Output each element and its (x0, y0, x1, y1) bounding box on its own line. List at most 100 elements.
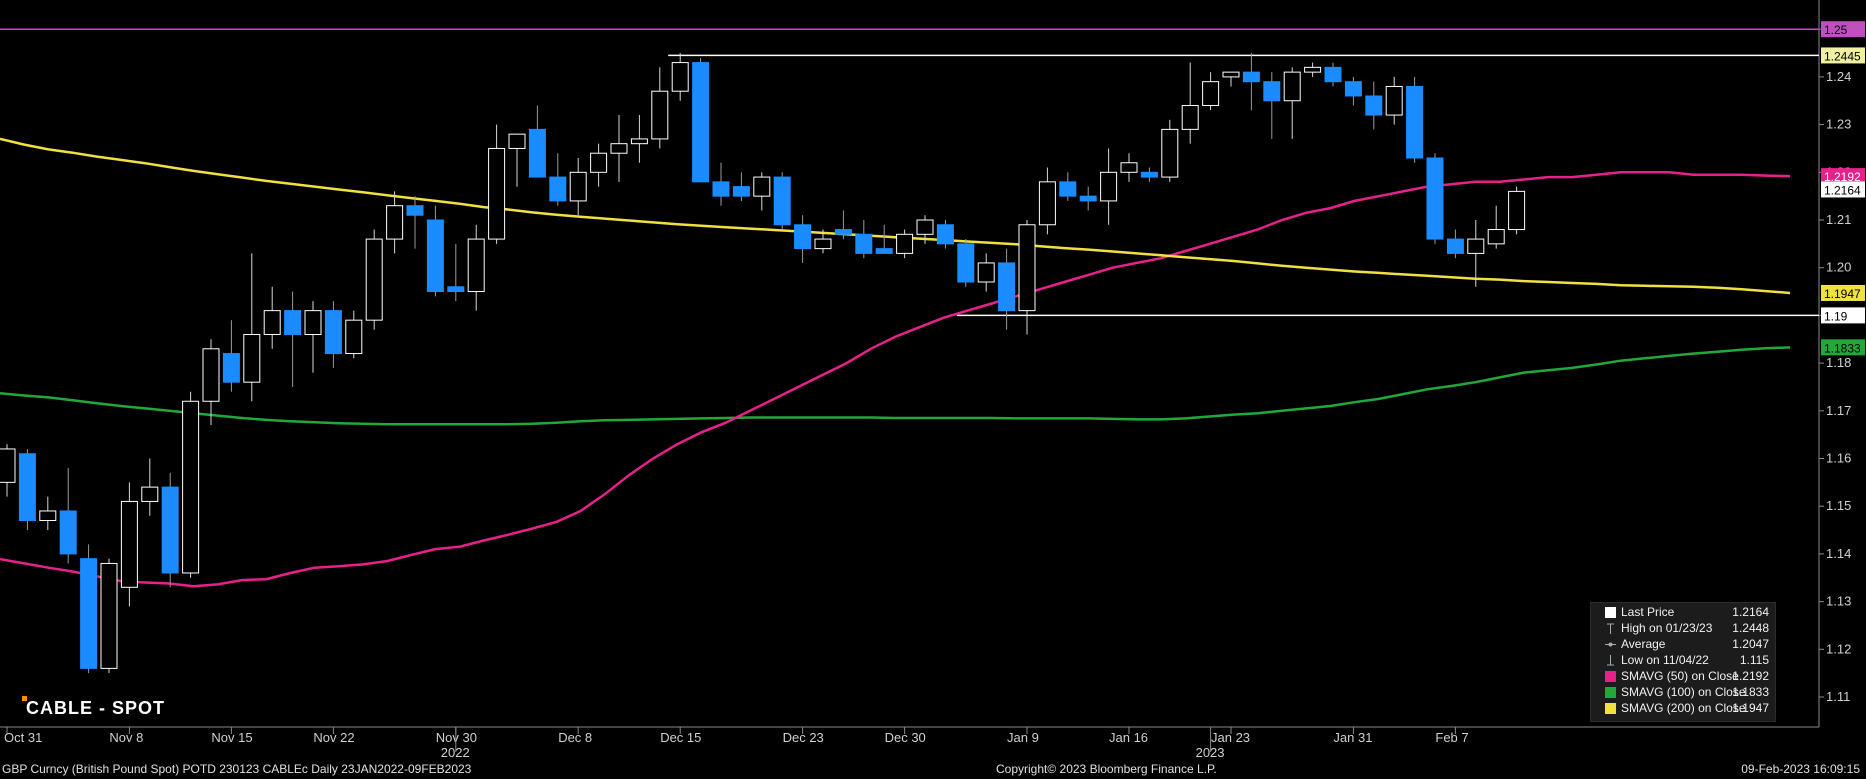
footer-copyright: Copyright© 2023 Bloomberg Finance L.P. (996, 762, 1217, 776)
candle (732, 172, 750, 201)
candle (590, 143, 608, 187)
y-tick-label: 1.11 (1826, 689, 1850, 704)
candle (1222, 71, 1240, 87)
candle-body (855, 233, 873, 254)
legend: Last Price 1.2164 High on 01/23/23 1.244… (1590, 602, 1776, 722)
horizontal-levels (0, 28, 1819, 317)
footer-timestamp: 09-Feb-2023 16:09:15 (1741, 762, 1860, 776)
x-tick-label: Jan 31 (1333, 730, 1372, 745)
candle-body (243, 333, 261, 383)
y-tick-label: 1.14 (1826, 546, 1851, 561)
candle-body (1446, 238, 1464, 254)
candle-body (324, 310, 342, 355)
candle-body (345, 319, 363, 355)
candle-body (1467, 238, 1485, 254)
x-axis-ticks: Oct 31 Nov 8 Nov 15 Nov 22 Nov 30 Dec 8 Dec 15… (4, 727, 1469, 760)
candle-body (1263, 81, 1281, 102)
legend-label: Average (1621, 637, 1666, 651)
candle-body (1406, 85, 1424, 159)
candle (345, 310, 363, 359)
legend-label: SMAVG (100) on Close (1621, 685, 1746, 699)
candle (1100, 148, 1118, 225)
x-tick-label: Nov 15 (211, 730, 252, 745)
candle-body (222, 353, 240, 383)
candle (406, 196, 424, 249)
candle (896, 229, 914, 259)
candle (1161, 119, 1179, 182)
candle-body (794, 224, 812, 250)
year-label: 2023 (1196, 745, 1225, 760)
value-label-text: 1.2445 (1824, 49, 1861, 63)
candle (1406, 76, 1424, 163)
candle (1018, 220, 1036, 335)
candle-body (998, 262, 1016, 312)
footer-security-info: GBP Curncy (British Pound Spot) POTD 230… (2, 762, 472, 776)
candle-body (1181, 105, 1199, 130)
value-label-box (1821, 307, 1865, 324)
candle-body (1100, 171, 1118, 202)
candle-body (569, 171, 587, 202)
candle-body (263, 310, 281, 335)
legend-row-sma100: SMAVG (100) on Close 1.1833 (1591, 685, 1775, 701)
legend-row-high: High on 01/23/23 1.2448 (1591, 621, 1775, 637)
candle (120, 482, 138, 607)
candle-body (732, 186, 750, 197)
candle (773, 172, 791, 230)
x-tick-label: Jan 16 (1109, 730, 1148, 745)
value-label-box (1821, 284, 1865, 301)
candle-body (202, 348, 220, 402)
candle (222, 320, 240, 392)
candle-body (447, 286, 465, 293)
candle (80, 544, 98, 674)
candle (1038, 167, 1056, 235)
candle (1263, 72, 1281, 139)
candle (1202, 72, 1220, 111)
candle-body (1487, 229, 1505, 245)
x-tick-label: Dec 23 (783, 730, 824, 745)
candle-body (753, 176, 771, 197)
candle-body (1038, 181, 1056, 226)
x-tick-label: Nov 30 (436, 730, 477, 745)
value-label-text: 1.2164 (1824, 183, 1861, 197)
candles (0, 53, 1526, 674)
candle (1324, 62, 1342, 87)
candle-body (304, 310, 322, 335)
candle-body (18, 453, 36, 522)
sma200-line (0, 137, 1791, 295)
legend-value: 1.2192 (1732, 669, 1769, 683)
candle-body (1140, 171, 1158, 178)
y-tick-label: 1.18 (1826, 355, 1851, 370)
white-square-icon (1605, 607, 1616, 618)
candle-body (1242, 71, 1260, 83)
y-tick-label: 1.12 (1826, 641, 1851, 656)
candle (1242, 53, 1260, 111)
candle-body (834, 229, 852, 235)
candle-body (141, 486, 159, 502)
candle (1487, 205, 1505, 249)
candle-body (80, 558, 98, 669)
sma100-line (0, 346, 1791, 426)
candle (1385, 76, 1403, 125)
moving-averages (0, 137, 1791, 588)
x-tick-label: Nov 22 (313, 730, 354, 745)
candle (1181, 62, 1199, 144)
legend-value: 1.2448 (1732, 621, 1769, 635)
candle-body (1283, 71, 1301, 102)
candle-body (467, 238, 485, 293)
candle (284, 291, 302, 387)
candle-body (896, 233, 914, 254)
candle-body (508, 133, 526, 149)
y-tick-label: 1.24 (1826, 69, 1851, 84)
legend-row-last-price: Last Price 1.2164 (1591, 605, 1775, 621)
value-label-text: 1.2192 (1824, 170, 1861, 184)
candle (794, 215, 812, 263)
value-label-text: 1.1947 (1824, 287, 1861, 301)
y-tick-label: 1.23 (1826, 117, 1851, 132)
legend-label: High on 01/23/23 (1621, 621, 1713, 635)
magenta-square-icon (1605, 671, 1616, 682)
candle (447, 243, 465, 302)
candle (753, 172, 771, 211)
candle (936, 220, 954, 249)
candle (814, 229, 832, 254)
